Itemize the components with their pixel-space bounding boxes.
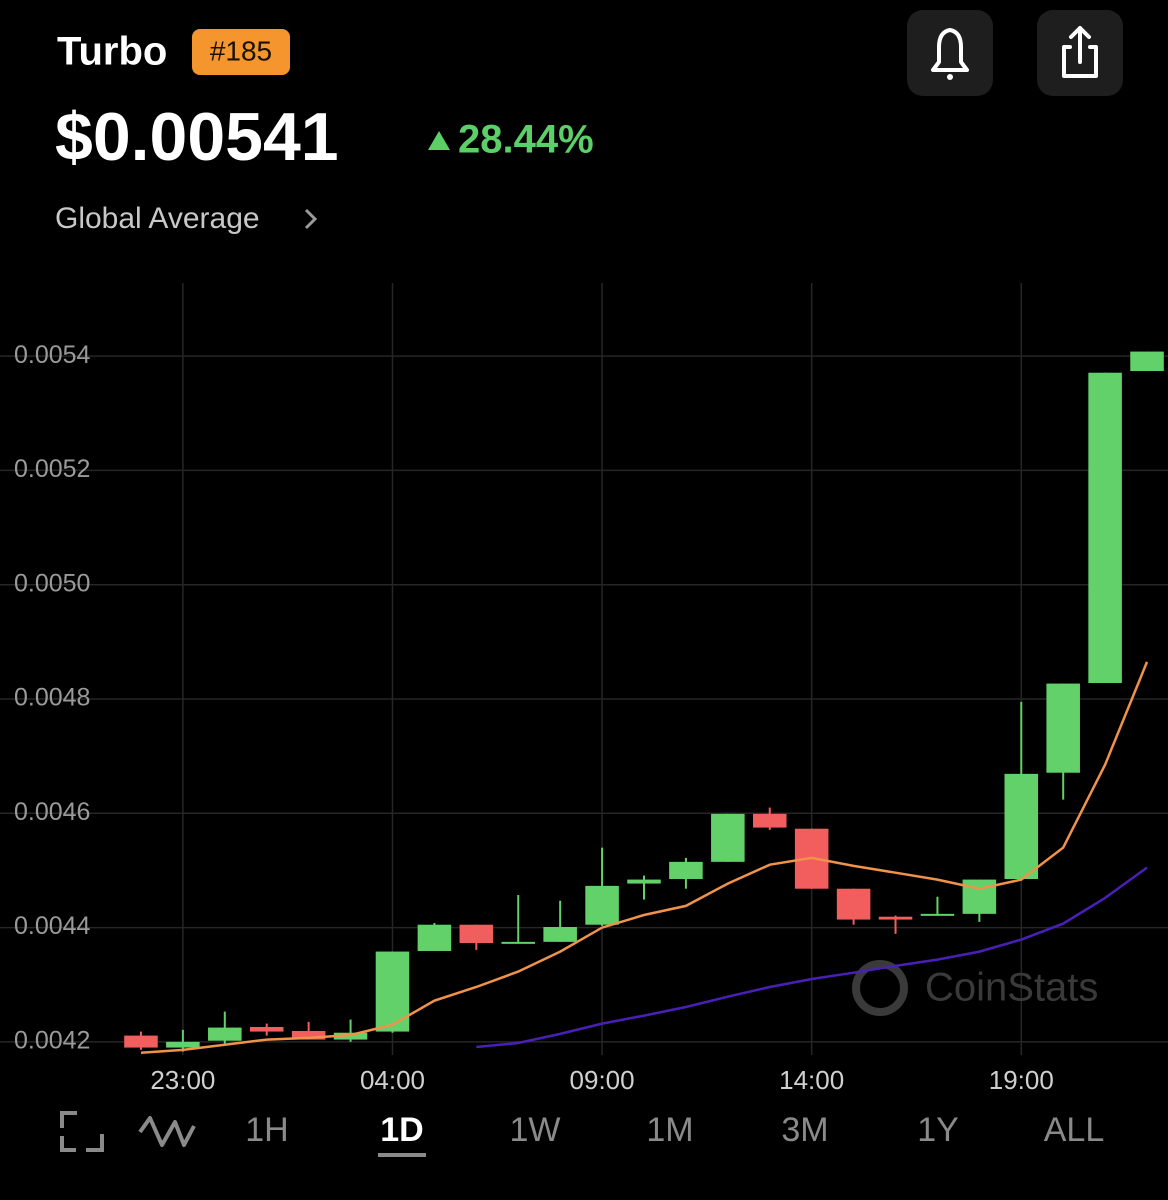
candle-body [417,924,452,951]
bell-dot [947,74,953,80]
candle-body [1004,773,1039,879]
watermark: CoinStats [925,966,1098,1010]
chevron [304,208,318,230]
x-tick-label: 09:00 [570,1065,635,1095]
candle-body [208,1027,242,1041]
candle-body [166,1041,200,1048]
candle-body [501,941,536,944]
source[interactable]: Global Average [55,202,260,235]
range-button[interactable]: 1H [245,1111,288,1149]
range-button[interactable]: ALL [1044,1111,1105,1149]
moving-average [476,866,1148,1049]
plot: 0.0042 0.0044 0.0046 0.0048 0.0050 0.0052 0.00… [0,283,1168,1095]
up-arrow [428,131,450,150]
button-bg [907,10,993,96]
candle-body [1046,683,1080,773]
candle-body [543,927,577,942]
y-tick-label: 0.0054 [14,341,91,369]
price-change: 28.44% [458,118,594,162]
range-button[interactable]: 1Y [917,1111,959,1149]
bell-icon [931,28,969,72]
candle-body [711,813,745,862]
chart-type-icon[interactable] [138,1116,196,1147]
y-tick-label: 0.0048 [14,684,90,712]
price: $0.00541 [55,99,339,175]
y-tick-label: 0.0052 [14,455,90,483]
range-button[interactable]: 1W [510,1111,561,1149]
moving-average [140,661,1149,1054]
range-button[interactable]: 1M [646,1111,693,1149]
range-button[interactable]: 3M [781,1111,828,1149]
x-tick-label: 04:00 [360,1065,425,1095]
x-tick-label: 14:00 [779,1065,844,1095]
coin-name: Turbo [57,30,167,74]
fullscreen-icon[interactable] [60,1111,104,1152]
x-tick-label: 19:00 [989,1065,1054,1095]
candle-body [836,888,871,920]
y-tick-label: 0.0050 [14,569,90,597]
candle-body [375,951,410,1032]
range-button[interactable]: 1D [380,1111,423,1149]
candle-body [627,879,661,884]
candle-body [752,813,787,828]
candle-body [291,1031,326,1040]
candle-body [459,924,494,943]
range-underline [378,1153,426,1157]
watermark-logo [852,960,908,1016]
candle-body [962,879,997,914]
alert-button[interactable] [907,10,993,96]
y-tick-label: 0.0044 [14,912,91,940]
share-icon [1062,26,1098,78]
candle-body [669,861,703,879]
y-tick-label: 0.0042 [14,1026,90,1054]
x-tick-label: 23:00 [150,1065,215,1095]
share-button[interactable] [1037,10,1123,96]
candle-body [1130,351,1164,371]
candle-body [1088,372,1122,683]
candle-body [124,1035,158,1048]
candle-body [878,916,913,920]
candle-body [920,913,955,916]
range-selector: 1H 1D 1W 1M 3M 1Y ALL [245,1111,1104,1157]
candle-body [585,885,619,925]
rank-badge [192,29,290,75]
candle-body [249,1027,284,1032]
y-tick-label: 0.0046 [14,798,90,826]
rank: #185 [210,35,272,66]
